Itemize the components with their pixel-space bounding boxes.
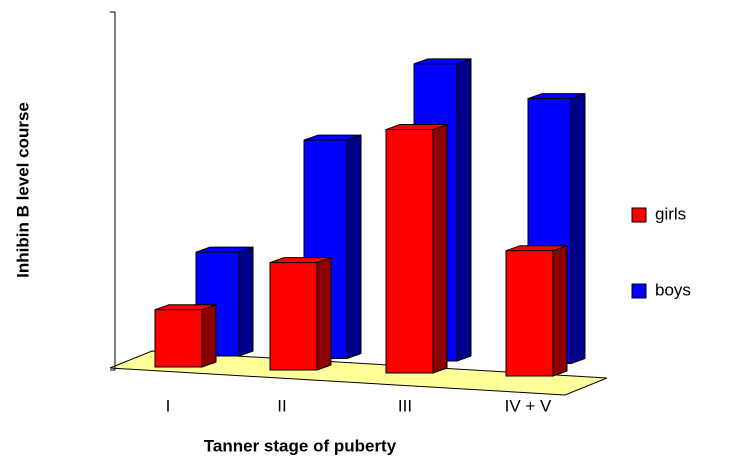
- legend-label: boys: [655, 280, 691, 299]
- legend-swatch: [631, 283, 647, 299]
- bar-side: [238, 246, 254, 357]
- bar-side: [456, 58, 472, 362]
- bar-side: [316, 256, 332, 371]
- x-tick-label: II: [277, 396, 286, 415]
- bar-side: [432, 123, 448, 374]
- bar-side: [346, 134, 362, 360]
- legend-label: girls: [655, 204, 686, 223]
- bar-side: [201, 304, 217, 368]
- y-axis-label: Inhibin B level course: [13, 102, 32, 278]
- bar-side: [552, 244, 568, 377]
- x-tick-label: I: [166, 396, 171, 415]
- bar: [505, 250, 554, 377]
- bars: [154, 58, 586, 377]
- bar: [385, 129, 434, 374]
- x-tick-label: III: [398, 396, 412, 415]
- x-axis-label: Tanner stage of puberty: [204, 436, 397, 455]
- bar-side: [570, 92, 586, 365]
- legend-swatch: [631, 207, 647, 223]
- bar: [269, 262, 318, 371]
- bar: [154, 309, 203, 368]
- x-tick-label: IV + V: [505, 396, 552, 415]
- floor: [109, 350, 608, 396]
